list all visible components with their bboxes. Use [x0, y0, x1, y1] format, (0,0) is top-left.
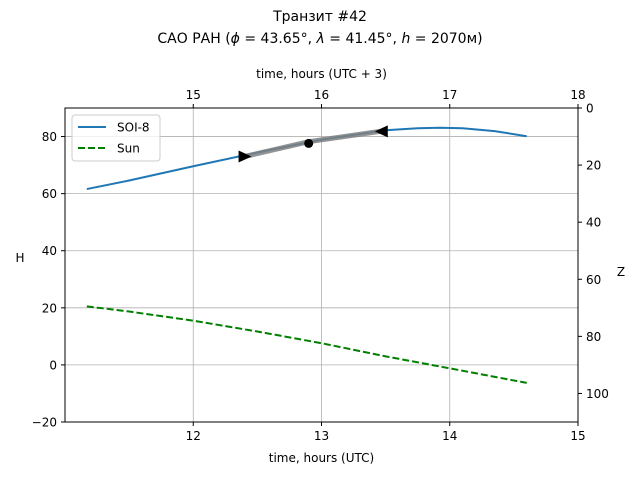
y-axis-right-label: Z: [617, 265, 625, 279]
x-tick-label: 14: [442, 429, 457, 443]
y-tick-label: 0: [49, 358, 57, 372]
x-tick-label: 13: [314, 429, 329, 443]
transit-layer: [238, 125, 388, 163]
z-tick-label: 60: [586, 273, 601, 287]
transit-end-marker: [374, 125, 388, 138]
x-top-tick-label: 17: [442, 88, 457, 102]
y-ticks-left: −20 0 20 40 60 80: [32, 130, 65, 430]
x-tick-label: 12: [186, 429, 201, 443]
transit-segment: [243, 128, 383, 159]
y-axis-label: H: [15, 251, 24, 265]
y-tick-label: 20: [42, 301, 57, 315]
z-tick-label: 0: [586, 102, 594, 116]
y-tick-label: −20: [32, 416, 57, 430]
z-tick-label: 100: [586, 387, 609, 401]
z-tick-label: 20: [586, 159, 601, 173]
legend-label-soi8: SOI-8: [117, 121, 150, 135]
series-layer: [86, 126, 527, 384]
x-ticks-bottom: 12 13 14 15: [186, 422, 586, 443]
series-line-sun: [86, 305, 527, 384]
chart-title: Транзит #42: [272, 9, 367, 25]
x-tick-label: 15: [570, 429, 585, 443]
z-tick-label: 40: [586, 216, 601, 230]
y-tick-label: 60: [42, 187, 57, 201]
x-axis-top-label: time, hours (UTC + 3): [256, 67, 387, 81]
z-tick-label: 80: [586, 330, 601, 344]
y-tick-label: 40: [42, 244, 57, 258]
x-top-tick-label: 16: [314, 88, 329, 102]
x-top-tick-label: 15: [186, 88, 201, 102]
y-ticks-right: 0 20 40 60 80 100: [578, 102, 609, 401]
chart-subtitle: САО РАН (ϕ = 43.65°, λ = 41.45°, h = 207…: [157, 31, 482, 47]
x-axis-label: time, hours (UTC): [269, 451, 374, 465]
legend: SOI-8 Sun: [71, 114, 161, 162]
x-ticks-top: 15 16 17 18: [186, 88, 586, 108]
y-tick-label: 80: [42, 130, 57, 144]
transit-mid-marker: [304, 138, 314, 148]
x-top-tick-label: 18: [570, 88, 585, 102]
transit-start-marker: [238, 150, 252, 163]
legend-label-sun: Sun: [117, 142, 140, 156]
